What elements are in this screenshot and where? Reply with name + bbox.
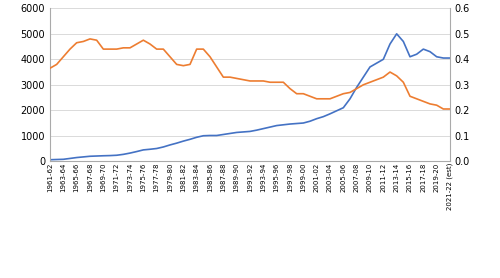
Total Australian aid (current prices, millions) [400,40,406,43]
ODA/GNI ratio [147,42,153,46]
ODA/GNI ratio [47,66,53,70]
Total Australian aid (current prices, millions) [187,138,193,141]
ODA/GNI ratio [440,107,446,111]
Total Australian aid (current prices, millions) [394,32,400,36]
Total Australian aid (current prices, millions) [47,158,53,162]
ODA/GNI ratio [87,37,93,41]
ODA/GNI ratio [400,81,406,84]
Total Australian aid (current prices, millions) [140,148,146,152]
Line: Total Australian aid (current prices, millions): Total Australian aid (current prices, mi… [50,34,450,160]
ODA/GNI ratio [447,107,453,111]
Total Australian aid (current prices, millions) [287,122,293,126]
Total Australian aid (current prices, millions) [260,127,266,130]
ODA/GNI ratio [267,81,273,84]
ODA/GNI ratio [294,92,300,95]
ODA/GNI ratio [134,42,140,46]
Line: ODA/GNI ratio: ODA/GNI ratio [50,39,450,109]
Total Australian aid (current prices, millions) [127,152,133,155]
ODA/GNI ratio [194,48,200,51]
Total Australian aid (current prices, millions) [447,56,453,60]
